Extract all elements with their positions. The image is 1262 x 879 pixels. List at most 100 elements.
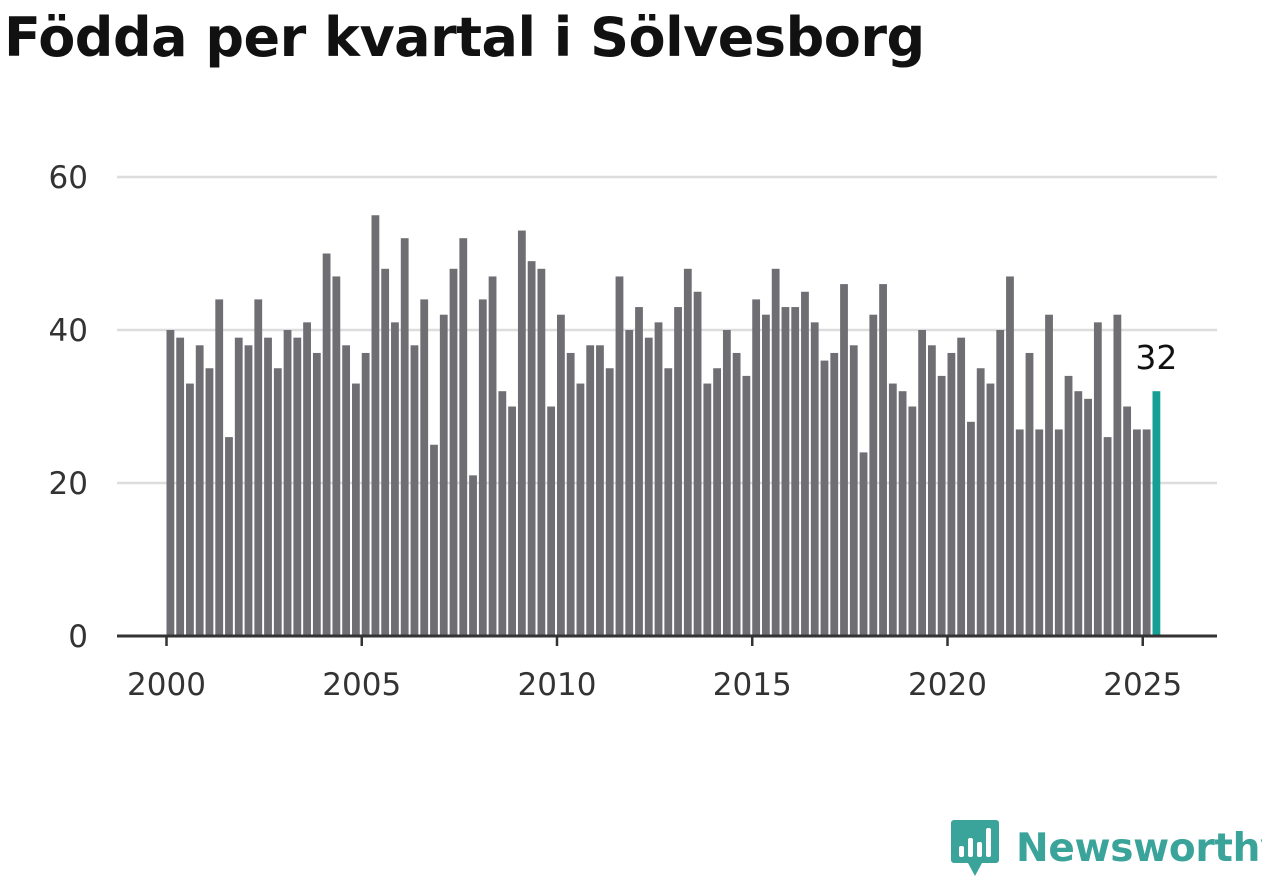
bar: [976, 368, 985, 636]
bar: [625, 330, 634, 636]
bar: [215, 299, 224, 636]
bar: [830, 352, 839, 636]
x-tick-label: 2020: [908, 667, 987, 703]
bar: [566, 352, 575, 636]
bar: [351, 383, 360, 636]
y-tick-label: 60: [49, 160, 88, 196]
x-tick-label: 2005: [322, 667, 401, 703]
bar: [205, 368, 214, 636]
bar: [449, 268, 458, 636]
bar: [771, 268, 780, 636]
bar: [586, 345, 595, 636]
bar: [888, 383, 897, 636]
bar: [898, 391, 907, 636]
y-tick-label: 0: [68, 619, 88, 655]
bar: [713, 368, 721, 636]
bar: [576, 383, 585, 636]
bar: [635, 307, 643, 636]
bar: [957, 337, 966, 636]
bar: [361, 352, 370, 636]
highlighted-bar: [1152, 391, 1161, 636]
bar: [644, 337, 653, 636]
bar: [1084, 398, 1092, 636]
bar: [1035, 429, 1044, 636]
bar: [537, 268, 546, 636]
bar: [322, 253, 331, 636]
bar: [801, 291, 809, 636]
x-tick-label: 2015: [713, 667, 792, 703]
bar: [605, 368, 614, 636]
bar: [1093, 322, 1102, 636]
bar: [664, 368, 673, 636]
bar: [557, 314, 565, 636]
y-axis-ticks: 0 20 40 60: [49, 160, 88, 655]
bar: [1113, 314, 1122, 636]
bar: [732, 352, 741, 636]
bar: [488, 276, 497, 636]
bar: [703, 383, 712, 636]
bar: [469, 475, 477, 636]
bar: [596, 345, 604, 636]
bar: [1132, 429, 1141, 636]
bar: [947, 352, 956, 636]
y-tick-label: 40: [49, 313, 88, 349]
bar: [459, 238, 468, 636]
brand-logo: Newsworthy: [950, 818, 1262, 878]
bar: [615, 276, 624, 636]
bar: [820, 360, 829, 636]
bar: [244, 345, 253, 636]
bar: [527, 261, 536, 636]
bar: [810, 322, 819, 636]
bar: [400, 238, 409, 636]
bar: [859, 452, 868, 636]
bar: [693, 291, 702, 636]
bar: [312, 352, 321, 636]
bar: [1006, 276, 1014, 636]
bar: [293, 337, 302, 636]
bar: [781, 307, 790, 636]
bar: [478, 299, 487, 636]
brand-name: Newsworthy: [1016, 825, 1262, 871]
bar: [918, 330, 927, 636]
bar: [166, 330, 175, 636]
bar: [1123, 406, 1132, 636]
bar: [908, 406, 917, 636]
bar: [1064, 375, 1073, 636]
bar: [1054, 429, 1063, 636]
bar: [234, 337, 243, 636]
last-value-label: 32: [1135, 338, 1177, 377]
bar: [683, 268, 692, 636]
x-tick-label: 2025: [1103, 667, 1182, 703]
bar: [742, 375, 751, 636]
x-tick-label: 2000: [127, 667, 206, 703]
bar: [371, 215, 380, 636]
bar: [996, 330, 1005, 636]
bar: [264, 337, 272, 636]
bar: [430, 444, 438, 636]
bar: [547, 406, 556, 636]
newsworthy-logo-icon: [951, 820, 999, 876]
bar: [381, 268, 390, 636]
bar: [937, 375, 946, 636]
bar: [762, 314, 770, 636]
bar: [879, 284, 887, 636]
x-tick-label: 2010: [518, 667, 597, 703]
bar: [849, 345, 858, 636]
bar: [1074, 391, 1083, 636]
bar: [791, 307, 800, 636]
bar: [1025, 352, 1034, 636]
bar: [273, 368, 282, 636]
bar: [342, 345, 351, 636]
bar: [498, 391, 507, 636]
bar: [1142, 429, 1151, 636]
bar: [1045, 314, 1053, 636]
x-axis-ticks: 2000 2005 2010 2015 2020 2025: [127, 636, 1182, 703]
bar: [840, 284, 848, 636]
bar: [752, 299, 761, 636]
y-tick-label: 20: [49, 466, 88, 502]
bar: [439, 314, 448, 636]
bar: [654, 322, 663, 636]
bar: [303, 322, 311, 636]
bar: [254, 299, 263, 636]
